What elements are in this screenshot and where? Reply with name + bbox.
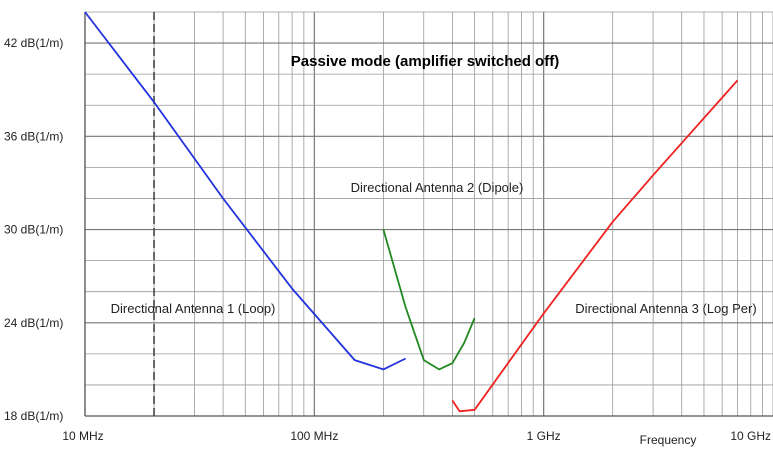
- y-tick-label: 18 dB(1/m): [4, 409, 63, 423]
- series-line-3: [451, 79, 739, 413]
- y-tick-label: 36 dB(1/m): [4, 129, 63, 143]
- grid: [84, 11, 773, 417]
- annotation-log-per: Directional Antenna 3 (Log Per): [575, 301, 756, 316]
- x-tick-label: 100 MHz: [290, 429, 338, 443]
- annotation-dipole: Directional Antenna 2 (Dipole): [351, 180, 524, 195]
- annotation-loop: Directional Antenna 1 (Loop): [111, 301, 276, 316]
- chart-title: Passive mode (amplifier switched off): [291, 53, 559, 70]
- x-tick-label: 10 MHz: [62, 429, 103, 443]
- series-line-1: [84, 11, 406, 371]
- y-tick-label: 30 dB(1/m): [4, 223, 63, 237]
- x-tick-label: 1 GHz: [527, 429, 561, 443]
- x-axis-label: Frequency: [640, 433, 697, 447]
- y-tick-label: 42 dB(1/m): [4, 36, 63, 50]
- tick-labels: 18 dB(1/m) 24 dB(1/m) 30 dB(1/m) 36 dB(1/m)…: [4, 36, 771, 443]
- series-line-2: [382, 229, 476, 371]
- series-group: [84, 11, 739, 413]
- x-tick-label: 10 GHz: [730, 429, 771, 443]
- y-tick-label: 24 dB(1/m): [4, 316, 63, 330]
